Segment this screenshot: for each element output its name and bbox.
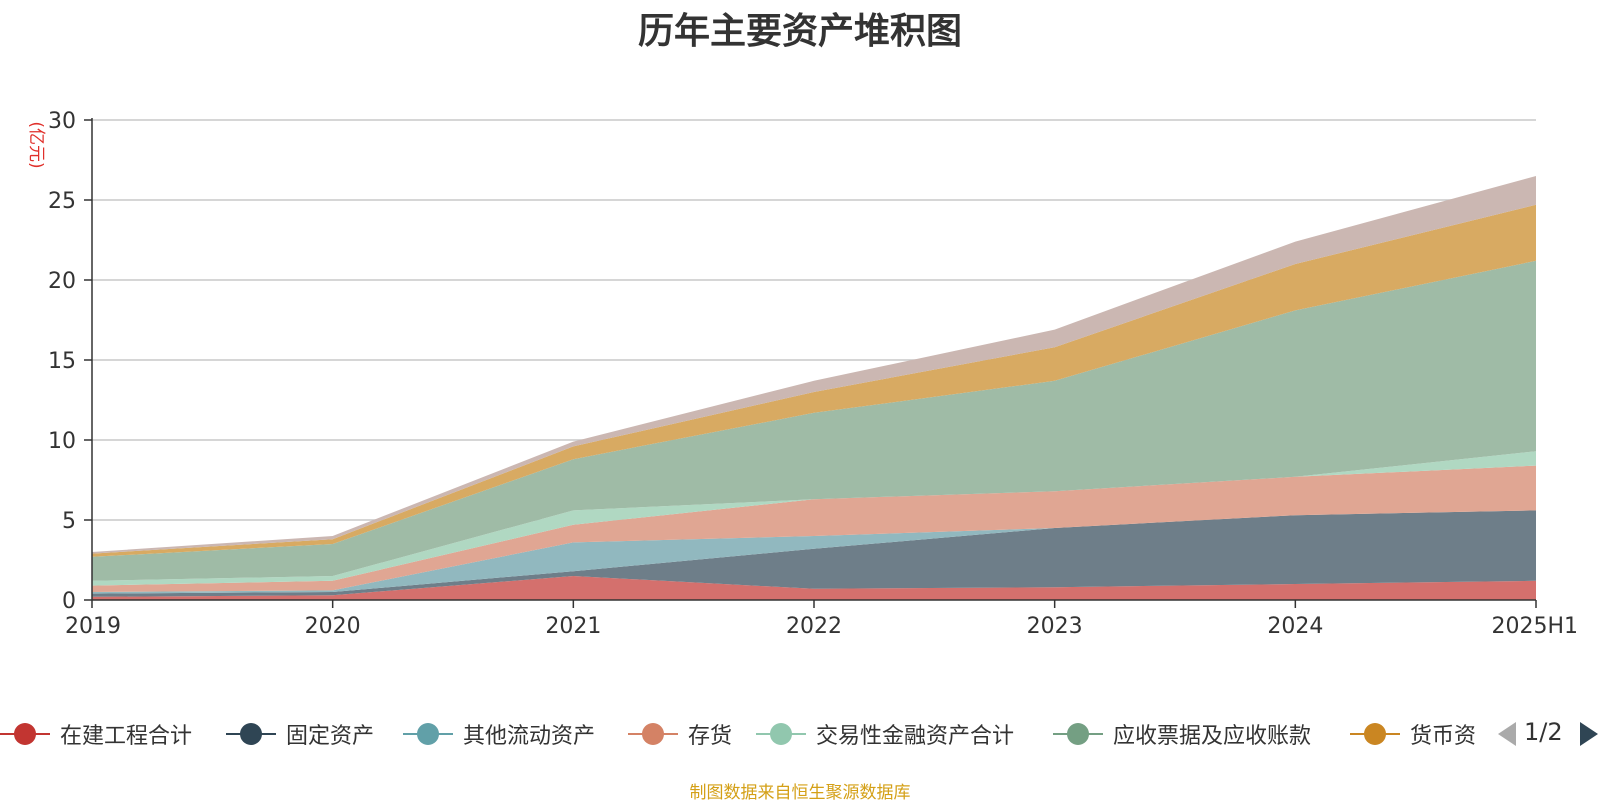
legend-label: 在建工程合计 xyxy=(60,724,193,749)
chart-legend: 在建工程合计 固定资产 其他流动资产 存货 交易性金融资产合计 应收票据及应收账款 货币资 … xyxy=(0,712,1600,756)
y-tick-label: 30 xyxy=(48,109,76,134)
legend-item[interactable]: 在建工程合计 xyxy=(0,712,192,756)
area-series xyxy=(92,176,1536,600)
legend-label: 存货 xyxy=(688,724,733,749)
y-tick-label: 5 xyxy=(62,509,76,534)
x-tick-label: 2022 xyxy=(786,614,842,639)
legend-marker-icon xyxy=(403,712,453,756)
y-tick-label: 0 xyxy=(62,589,76,614)
x-tick-label: 2019 xyxy=(65,614,121,639)
legend-item[interactable]: 固定资产 xyxy=(226,712,374,756)
x-tick-label: 2024 xyxy=(1267,614,1323,639)
legend-prev-page-icon[interactable] xyxy=(1498,722,1516,746)
source-note: 制图数据来自恒生聚源数据库 xyxy=(689,783,911,803)
y-axis-unit-label: (亿元) xyxy=(26,121,46,168)
area-series-1 xyxy=(92,510,1536,597)
legend-marker-icon xyxy=(226,712,276,756)
axes: 0 5 10 15 20 25 30 2019 2020 2021 2022 2023 2024 2025… xyxy=(48,109,1578,639)
y-tick-label: 15 xyxy=(48,349,76,374)
x-tick-label: 2020 xyxy=(305,614,361,639)
legend-marker-icon xyxy=(0,712,50,756)
legend-label: 固定资产 xyxy=(286,724,375,749)
chart-title: 历年主要资产堆积图 xyxy=(637,11,962,52)
legend-label: 交易性金融资产合计 xyxy=(816,724,1015,749)
legend-marker-icon xyxy=(1350,712,1400,756)
legend-item[interactable]: 应收票据及应收账款 xyxy=(1053,712,1311,756)
legend-page-indicator: 1/2 xyxy=(1524,718,1563,746)
legend-item[interactable]: 交易性金融资产合计 xyxy=(756,712,1014,756)
legend-label: 货币资 xyxy=(1410,724,1477,749)
area-series-0 xyxy=(92,576,1536,600)
legend-marker-icon xyxy=(1053,712,1103,756)
y-tick-label: 10 xyxy=(48,429,76,454)
legend-item[interactable]: 其他流动资产 xyxy=(403,712,595,756)
x-tick-label: 2021 xyxy=(545,614,601,639)
area-series-2 xyxy=(92,510,1536,594)
legend-label: 应收票据及应收账款 xyxy=(1113,724,1312,749)
legend-label: 其他流动资产 xyxy=(463,724,596,749)
stacked-area-chart: 0 5 10 15 20 25 30 2019 2020 2021 2022 2023 2024 2025… xyxy=(26,109,1578,639)
legend-item[interactable]: 存货 xyxy=(628,712,732,756)
legend-pager: 1/2 xyxy=(1498,712,1600,756)
legend-item[interactable]: 货币资 xyxy=(1350,712,1476,756)
legend-marker-icon xyxy=(628,712,678,756)
legend-next-page-icon[interactable] xyxy=(1580,722,1598,746)
area-series-3 xyxy=(92,465,1536,592)
y-tick-label: 25 xyxy=(48,189,76,214)
area-series-4 xyxy=(92,451,1536,586)
legend-marker-icon xyxy=(756,712,806,756)
area-series-5 xyxy=(92,260,1536,581)
x-tick-label: 2025H1 xyxy=(1491,614,1578,639)
y-tick-label: 20 xyxy=(48,269,76,294)
x-tick-label: 2023 xyxy=(1027,614,1083,639)
